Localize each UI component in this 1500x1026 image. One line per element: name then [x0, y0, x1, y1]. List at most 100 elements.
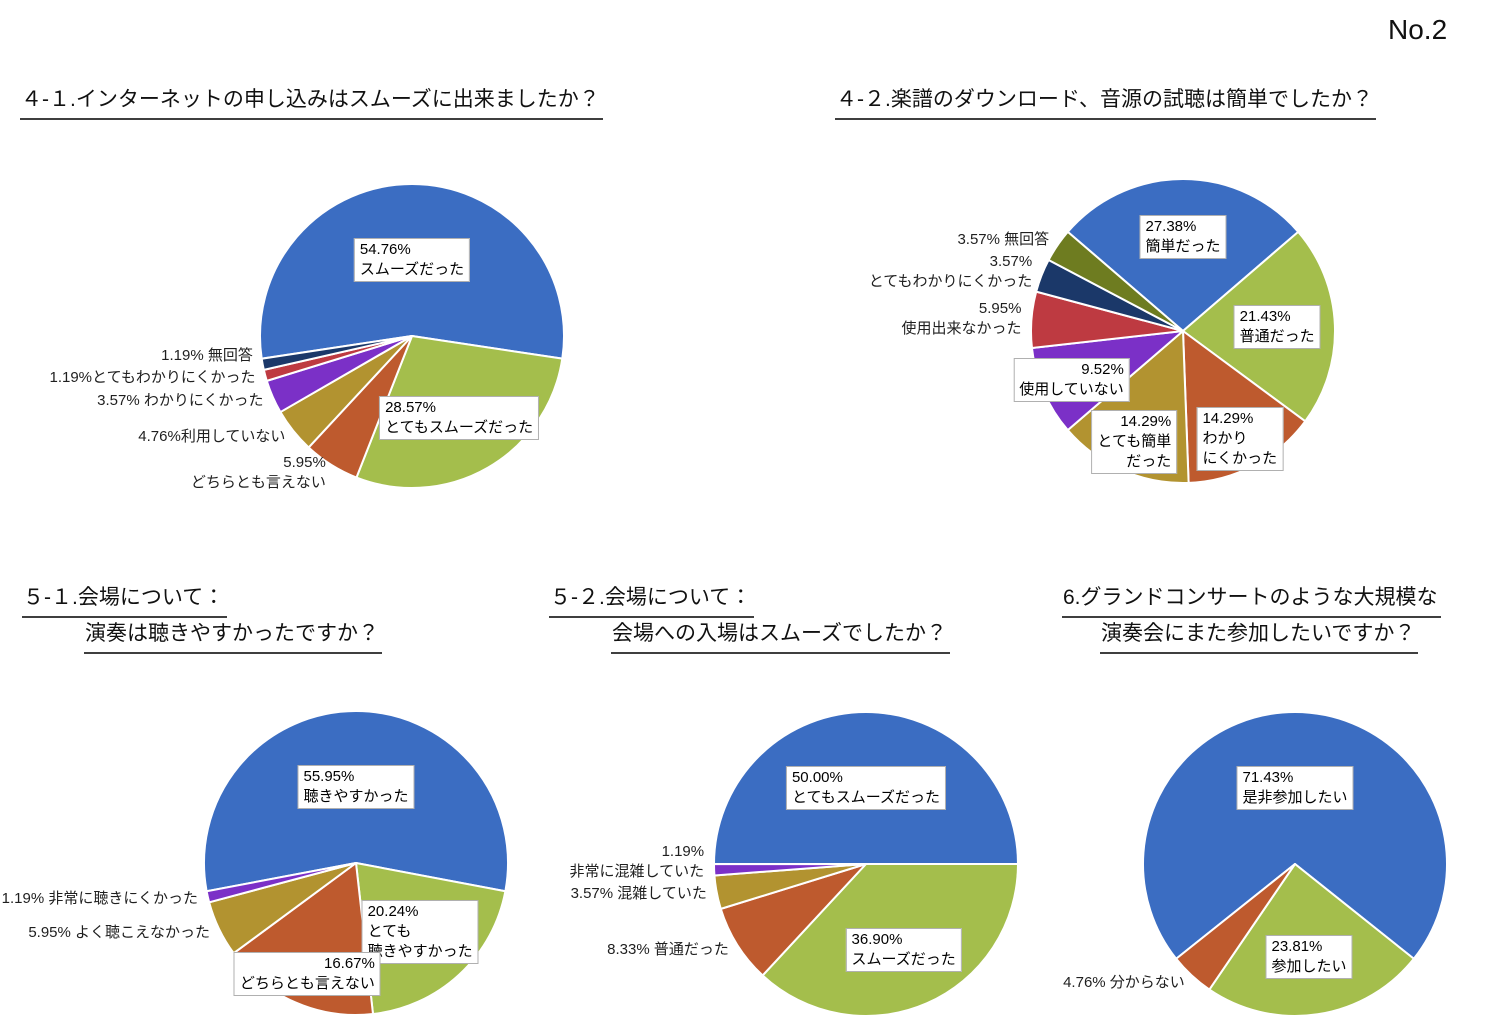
slice-label: 3.57% とてもわかりにくかった — [869, 252, 1033, 292]
slice-label-line: 9.52% — [1081, 360, 1124, 378]
slice-label-line: 23.81% — [1271, 938, 1323, 956]
slice-label-line: 55.95% — [303, 768, 355, 785]
slice-label-line: とても簡単 — [1097, 433, 1172, 451]
chart-title-line: ４-１.インターネットの申し込みはスムーズに出来ましたか？ — [20, 84, 603, 120]
slice-label-line: 簡単だった — [1145, 237, 1221, 255]
chart-title-row: ４-１.インターネットの申し込みはスムーズに出来ましたか？ — [20, 84, 603, 120]
slice-label-line: 使用出来なかった — [901, 319, 1022, 337]
slice-label-line: 聴きやすかった — [303, 788, 409, 805]
slice-label-line: 3.57% 混雑していた — [570, 885, 707, 903]
slice-label: 28.57% とてもスムーズだった — [379, 395, 540, 440]
slice-label: 1.19% 非常に混雑していた — [570, 842, 705, 882]
pie-slice — [260, 335, 413, 371]
slice-label: 5.95% 使用出来なかった — [901, 299, 1021, 339]
slice-label-line: どちらとも言えない — [239, 975, 375, 993]
chart-title-row: ５-１.会場について： — [22, 582, 382, 618]
slice-label: 36.90% スムーズだった — [845, 928, 962, 973]
slice-label: 14.29% とても簡単だった — [1091, 410, 1178, 475]
slice-label-line: 4.76%利用していない — [138, 428, 286, 446]
slice-label-line: 8.33% 普通だった — [607, 941, 729, 959]
slice-label-line: 1.19% 無回答 — [161, 347, 253, 364]
slice-label-line: 1.19%とてもわかりにくかった — [49, 369, 256, 386]
chart-title-row: 演奏会にまた参加したいですか？ — [1062, 618, 1441, 654]
slice-label-line: 27.38% — [1145, 217, 1197, 235]
chart-title-line: 演奏は聴きやすかったですか？ — [84, 618, 382, 654]
slice-label: 21.43% 普通だった — [1233, 305, 1321, 350]
slice-label: 71.43% 是非参加したい — [1236, 766, 1354, 810]
slice-label-line: スムーズだった — [359, 261, 465, 278]
slice-label: 9.52% 使用していない — [1013, 357, 1130, 402]
slice-label: 8.33% 普通だった — [607, 940, 729, 960]
chart-title-row: ５-２.会場について： — [549, 582, 950, 618]
slice-label: 16.67% どちらとも言えない — [233, 952, 381, 997]
slice-label-line: 4.76% 分からない — [1063, 973, 1185, 991]
slice-label: 50.00% とてもスムーズだった — [785, 766, 947, 810]
slice-label-line: 5.95% — [978, 299, 1022, 317]
slice-label-line: とてもスムーズだった — [791, 789, 941, 806]
slice-label-line: 50.00% — [791, 769, 843, 786]
slice-label-line: 3.57% — [989, 252, 1033, 270]
slice-label: 3.57% わかりにくかった — [97, 391, 263, 411]
slice-label-line: とても — [367, 923, 412, 941]
pie-slice — [1142, 711, 1448, 960]
slice-label-line: 20.24% — [367, 903, 419, 921]
slice-label-line: 3.57% わかりにくかった — [97, 391, 264, 409]
slice-label: 1.19%とてもわかりにくかった — [49, 368, 255, 388]
chart-title-line: 演奏会にまた参加したいですか？ — [1100, 618, 1419, 654]
slice-label-line: 16.67% — [323, 955, 375, 973]
slice-label-line: 1.19% — [661, 843, 705, 861]
pie-slice — [1047, 230, 1184, 332]
chart-title: ５-２.会場について： 会場への入場はスムーズでしたか？ — [549, 582, 950, 654]
slice-label: 20.24% とても 聴きやすかった — [361, 900, 479, 965]
chart-title-row: 会場への入場はスムーズでしたか？ — [549, 618, 950, 654]
chart-title: ４-１.インターネットの申し込みはスムーズに出来ましたか？ — [20, 84, 603, 120]
slice-label-line: 21.43% — [1239, 308, 1291, 326]
slice-label-line: 14.29% — [1120, 413, 1172, 431]
slice-label-line: 71.43% — [1242, 769, 1294, 786]
slice-label: 1.19% 無回答 — [161, 346, 253, 366]
slice-label-line: わかり — [1202, 429, 1248, 447]
slice-label-line: 是非参加したい — [1242, 789, 1348, 806]
slice-label: 23.81% 参加したい — [1265, 935, 1353, 980]
chart-title-line: ４-２.楽譜のダウンロード、音源の試聴は簡単でしたか？ — [835, 84, 1376, 120]
slice-label-line: だった — [1126, 453, 1172, 471]
chart-title-line: 6.グランドコンサートのような大規模な — [1062, 582, 1441, 618]
chart-title-line: 会場への入場はスムーズでしたか？ — [611, 618, 950, 654]
slice-label-line: 1.19% 非常に聴きにくかった — [1, 890, 199, 908]
chart-title-row: 演奏は聴きやすかったですか？ — [22, 618, 382, 654]
slice-label-line: 普通だった — [1239, 328, 1315, 346]
chart-title-line: ５-２.会場について： — [549, 582, 755, 618]
page-number: No.2 — [1388, 14, 1448, 45]
slice-label-line: とてもスムーズだった — [385, 418, 534, 436]
slice-label-line: どちらとも言えない — [190, 474, 326, 492]
chart-title-row: 6.グランドコンサートのような大規模な — [1062, 582, 1441, 618]
chart-title-line: ５-１.会場について： — [22, 582, 228, 618]
slice-label: 5.95% よく聴こえなかった — [28, 923, 210, 943]
slice-label-line: 参加したい — [1271, 958, 1347, 976]
pie-slice — [713, 863, 867, 877]
slice-label-line: 3.57% 無回答 — [957, 230, 1050, 248]
slice-label-line: とてもわかりにくかった — [868, 272, 1033, 290]
slice-label-line: 14.29% — [1202, 409, 1254, 427]
slice-label-line: 54.76% — [359, 241, 411, 258]
slice-label-line: 5.95% — [283, 454, 326, 472]
slice-label: 5.95% どちらとも言えない — [191, 453, 326, 493]
slice-label: 4.76%利用していない — [138, 427, 285, 447]
slice-label: 55.95% 聴きやすかった — [297, 765, 415, 809]
slice-label-line: 36.90% — [851, 931, 903, 949]
slice-label-line: スムーズだった — [851, 951, 956, 969]
slice-label: 3.57% 混雑していた — [571, 884, 707, 904]
slice-label: 27.38% 簡単だった — [1139, 214, 1227, 259]
slice-label: 14.29% わかりにくかった — [1196, 406, 1284, 471]
slice-label-line: にくかった — [1202, 449, 1278, 467]
slice-label: 1.19% 非常に聴きにくかった — [2, 889, 198, 909]
chart-title: 6.グランドコンサートのような大規模な 演奏会にまた参加したいですか？ — [1062, 582, 1441, 654]
slice-label-line: 非常に混雑していた — [569, 863, 705, 881]
slice-label-line: 28.57% — [385, 398, 436, 416]
slice-label: 3.57% 無回答 — [957, 230, 1049, 250]
